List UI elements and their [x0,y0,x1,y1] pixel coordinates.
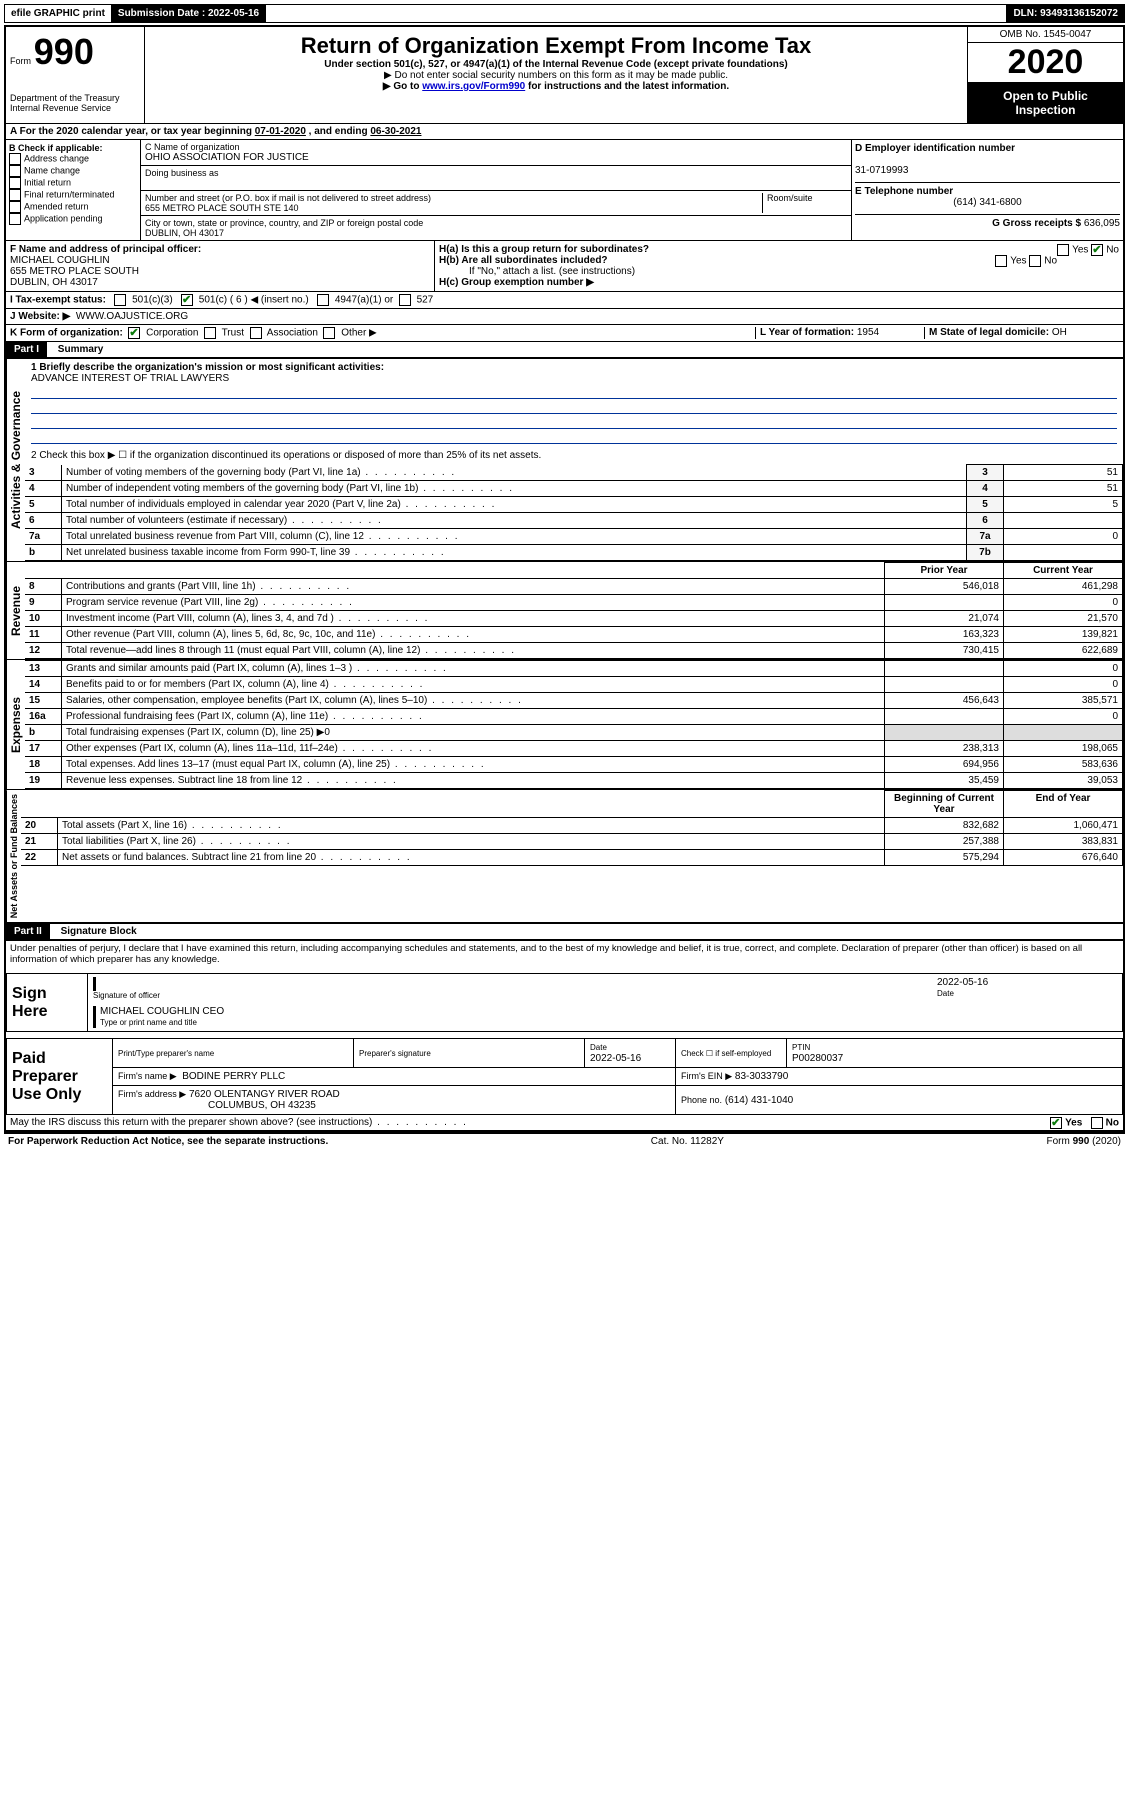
box-f: F Name and address of principal officer:… [6,241,435,291]
chk-hb-yes[interactable] [995,255,1007,267]
chk-assoc[interactable] [250,327,262,339]
part1-title: Summary [50,344,104,355]
omb-number: OMB No. 1545-0047 [968,27,1123,43]
form-subtitle: Under section 501(c), 527, or 4947(a)(1)… [151,59,961,70]
row-a: A For the 2020 calendar year, or tax yea… [6,124,1123,140]
form-title: Return of Organization Exempt From Incom… [151,33,961,59]
chk-4947[interactable] [317,294,329,306]
chk-initial-return[interactable] [9,177,21,189]
section-bcdeg: B Check if applicable: Address change Na… [6,140,1123,241]
part2-bar: Part II Signature Block [6,922,1123,941]
row-j: J Website: ▶ WWW.OAJUSTICE.ORG [6,309,1123,325]
revenue-section: Revenue Prior YearCurrent Year8 Contribu… [6,561,1123,659]
chk-501c[interactable] [181,294,193,306]
form-header: Form 990 Department of the Treasury Inte… [6,27,1123,124]
chk-amended-return[interactable] [9,201,21,213]
irs-link[interactable]: www.irs.gov/Form990 [422,81,525,92]
part2-title: Signature Block [53,926,137,937]
paid-preparer-label: Paid Preparer Use Only [7,1039,113,1115]
chk-ha-yes[interactable] [1057,244,1069,256]
chk-name-change[interactable] [9,165,21,177]
perjury-text: Under penalties of perjury, I declare th… [6,941,1123,967]
irs-discuss-row: May the IRS discuss this return with the… [6,1115,1123,1132]
chk-other[interactable] [323,327,335,339]
chk-trust[interactable] [204,327,216,339]
open-public-badge: Open to Public Inspection [968,83,1123,123]
dept-label: Department of the Treasury Internal Reve… [10,93,140,113]
part1-header: Part I [6,342,47,357]
row-i: I Tax-exempt status: 501(c)(3) 501(c) ( … [6,292,1123,309]
vlabel-expenses: Expenses [6,660,25,789]
efile-label: efile GRAPHIC print [5,5,112,22]
expenses-section: Expenses 13 Grants and similar amounts p… [6,659,1123,789]
part2-header: Part II [6,924,50,939]
net-table: Beginning of Current YearEnd of Year20 T… [21,790,1123,866]
box-c: C Name of organization OHIO ASSOCIATION … [141,140,852,240]
form-number: 990 [34,31,94,72]
chk-address-change[interactable] [9,153,21,165]
part1-bar: Part I Summary [6,342,1123,359]
sign-here-table: Sign Here Signature of officer 2022-05-1… [6,973,1123,1032]
chk-discuss-yes[interactable] [1050,1117,1062,1129]
activities-governance: Activities & Governance 1 Briefly descri… [6,359,1123,561]
section-fh: F Name and address of principal officer:… [6,241,1123,292]
paid-preparer-table: Paid Preparer Use Only Print/Type prepar… [6,1038,1123,1115]
chk-527[interactable] [399,294,411,306]
vlabel-revenue: Revenue [6,562,25,659]
row-klm: K Form of organization: Corporation Trus… [6,325,1123,342]
chk-corp[interactable] [128,327,140,339]
box-h: H(a) Is this a group return for subordin… [435,241,1123,291]
sign-here-label: Sign Here [7,974,88,1032]
ssn-note: ▶ Do not enter social security numbers o… [151,70,961,81]
goto-note: ▶ Go to www.irs.gov/Form990 for instruct… [151,81,961,92]
vlabel-ag: Activities & Governance [6,359,25,561]
form-prefix: Form [10,56,31,66]
expenses-table: 13 Grants and similar amounts paid (Part… [25,660,1123,789]
netassets-section: Net Assets or Fund Balances Beginning of… [6,789,1123,922]
vlabel-net: Net Assets or Fund Balances [6,790,21,922]
chk-final-return[interactable] [9,189,21,201]
form-container: Form 990 Department of the Treasury Inte… [4,25,1125,1134]
dln-btn[interactable]: DLN: 93493136152072 [1007,5,1124,22]
top-bar: efile GRAPHIC print Submission Date : 20… [4,4,1125,23]
ag-table: 3 Number of voting members of the govern… [25,464,1123,561]
revenue-table: Prior YearCurrent Year8 Contributions an… [25,562,1123,659]
chk-ha-no[interactable] [1091,244,1103,256]
chk-hb-no[interactable] [1029,255,1041,267]
chk-app-pending[interactable] [9,213,21,225]
chk-501c3[interactable] [114,294,126,306]
box-deg: D Employer identification number 31-0719… [852,140,1123,240]
tax-year: 2020 [968,43,1123,83]
page-footer: For Paperwork Reduction Act Notice, see … [4,1134,1125,1149]
box-b: B Check if applicable: Address change Na… [6,140,141,240]
submission-date-btn[interactable]: Submission Date : 2022-05-16 [112,5,266,22]
chk-discuss-no[interactable] [1091,1117,1103,1129]
